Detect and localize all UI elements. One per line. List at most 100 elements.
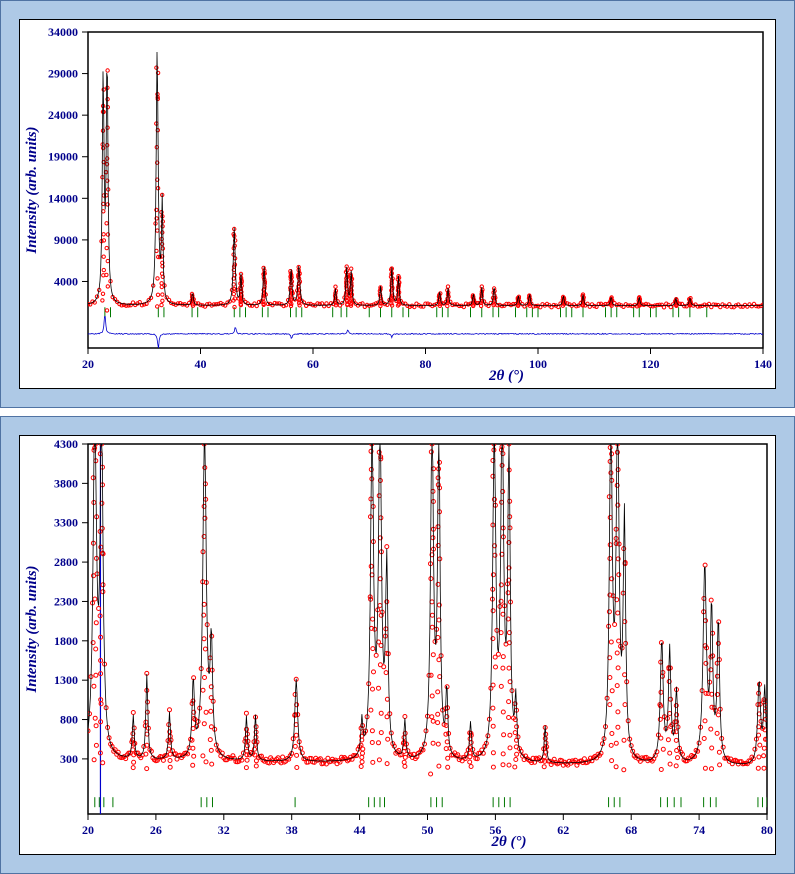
xtick-label: 32 bbox=[218, 823, 230, 837]
observed-point bbox=[437, 658, 441, 662]
ytick-label: 29000 bbox=[48, 67, 78, 81]
observed-point bbox=[617, 639, 621, 643]
observed-point bbox=[232, 292, 235, 295]
observed-point bbox=[359, 765, 363, 769]
observed-point bbox=[378, 663, 382, 667]
observed-point bbox=[436, 690, 440, 694]
observed-point bbox=[209, 725, 213, 729]
observed-point bbox=[436, 742, 440, 746]
observed-point bbox=[609, 743, 613, 747]
y-axis-label: Intensity (arb. units) bbox=[24, 565, 40, 693]
observed-point bbox=[704, 619, 708, 623]
xtick-label: 68 bbox=[625, 823, 637, 837]
observed-point bbox=[281, 755, 285, 759]
observed-point bbox=[369, 708, 373, 712]
observed-point bbox=[616, 666, 620, 670]
observed-point bbox=[662, 306, 665, 309]
observed-point bbox=[294, 733, 298, 737]
observed-point bbox=[469, 765, 473, 769]
observed-point bbox=[493, 655, 497, 659]
observed-point bbox=[191, 763, 195, 767]
observed-point bbox=[615, 651, 619, 655]
observed-point bbox=[666, 738, 670, 742]
xtick-label: 80 bbox=[761, 823, 773, 837]
observed-point bbox=[501, 752, 505, 756]
observed-point bbox=[623, 620, 627, 624]
observed-point bbox=[101, 583, 105, 587]
xtick-label: 20 bbox=[82, 357, 94, 371]
observed-point bbox=[610, 759, 614, 763]
observed-point bbox=[431, 536, 435, 540]
observed-point bbox=[403, 764, 407, 768]
observed-point bbox=[675, 749, 679, 753]
observed-point bbox=[438, 675, 442, 679]
observed-point bbox=[370, 729, 374, 733]
observed-point bbox=[403, 755, 407, 759]
observed-point bbox=[716, 641, 720, 645]
observed-point bbox=[715, 674, 719, 678]
observed-point bbox=[702, 737, 706, 741]
observed-point bbox=[101, 292, 104, 295]
observed-point bbox=[209, 709, 213, 713]
observed-point bbox=[168, 765, 172, 769]
observed-point bbox=[295, 766, 299, 770]
observed-point bbox=[93, 597, 97, 601]
observed-point bbox=[608, 676, 612, 680]
observed-point bbox=[102, 268, 105, 271]
xtick-label: 40 bbox=[195, 357, 207, 371]
observed-point bbox=[105, 246, 108, 249]
observed-point bbox=[429, 772, 433, 776]
ytick-label: 3800 bbox=[54, 476, 78, 490]
ytick-label: 1800 bbox=[54, 634, 78, 648]
observed-point bbox=[156, 277, 159, 280]
observed-point bbox=[92, 758, 96, 762]
observed-point bbox=[350, 267, 353, 270]
observed-point bbox=[402, 760, 406, 764]
observed-point bbox=[513, 765, 517, 769]
observed-point bbox=[446, 285, 449, 288]
observed-point bbox=[515, 752, 519, 756]
ytick-label: 19000 bbox=[48, 150, 78, 164]
observed-point bbox=[92, 684, 96, 688]
observed-point bbox=[430, 694, 434, 698]
observed-point bbox=[202, 722, 206, 726]
observed-point bbox=[501, 763, 505, 767]
observed-point bbox=[131, 766, 135, 770]
observed-point bbox=[132, 760, 136, 764]
observed-point bbox=[499, 684, 503, 688]
ytick-label: 1300 bbox=[54, 673, 78, 687]
xtick-label: 38 bbox=[286, 823, 298, 837]
observed-point bbox=[716, 713, 720, 717]
observed-point bbox=[209, 748, 213, 752]
observed-point bbox=[168, 708, 172, 712]
observed-point bbox=[385, 715, 389, 719]
observed-point bbox=[507, 700, 511, 704]
observed-point bbox=[436, 721, 440, 725]
observed-point bbox=[436, 582, 440, 586]
observed-point bbox=[659, 768, 663, 772]
observed-point bbox=[94, 673, 98, 677]
observed-point bbox=[608, 557, 612, 561]
observed-point bbox=[378, 604, 382, 608]
observed-point bbox=[608, 543, 612, 547]
xtick-label: 80 bbox=[420, 357, 432, 371]
observed-point bbox=[377, 741, 381, 745]
observed-point bbox=[203, 676, 207, 680]
observed-point bbox=[507, 716, 511, 720]
observed-point bbox=[494, 665, 498, 669]
observed-point bbox=[607, 495, 611, 499]
observed-point bbox=[659, 690, 663, 694]
ytick-label: 9000 bbox=[54, 233, 78, 247]
xtick-label: 20 bbox=[82, 823, 94, 837]
observed-point bbox=[514, 758, 518, 762]
observed-point bbox=[106, 285, 109, 288]
observed-point bbox=[508, 746, 512, 750]
observed-point bbox=[709, 598, 713, 602]
observed-point bbox=[360, 760, 364, 764]
xtick-label: 26 bbox=[150, 823, 162, 837]
observed-point bbox=[674, 738, 678, 742]
xtick-label: 140 bbox=[754, 357, 772, 371]
observed-point bbox=[431, 719, 435, 723]
observed-point bbox=[431, 741, 435, 745]
observed-point bbox=[608, 703, 612, 707]
